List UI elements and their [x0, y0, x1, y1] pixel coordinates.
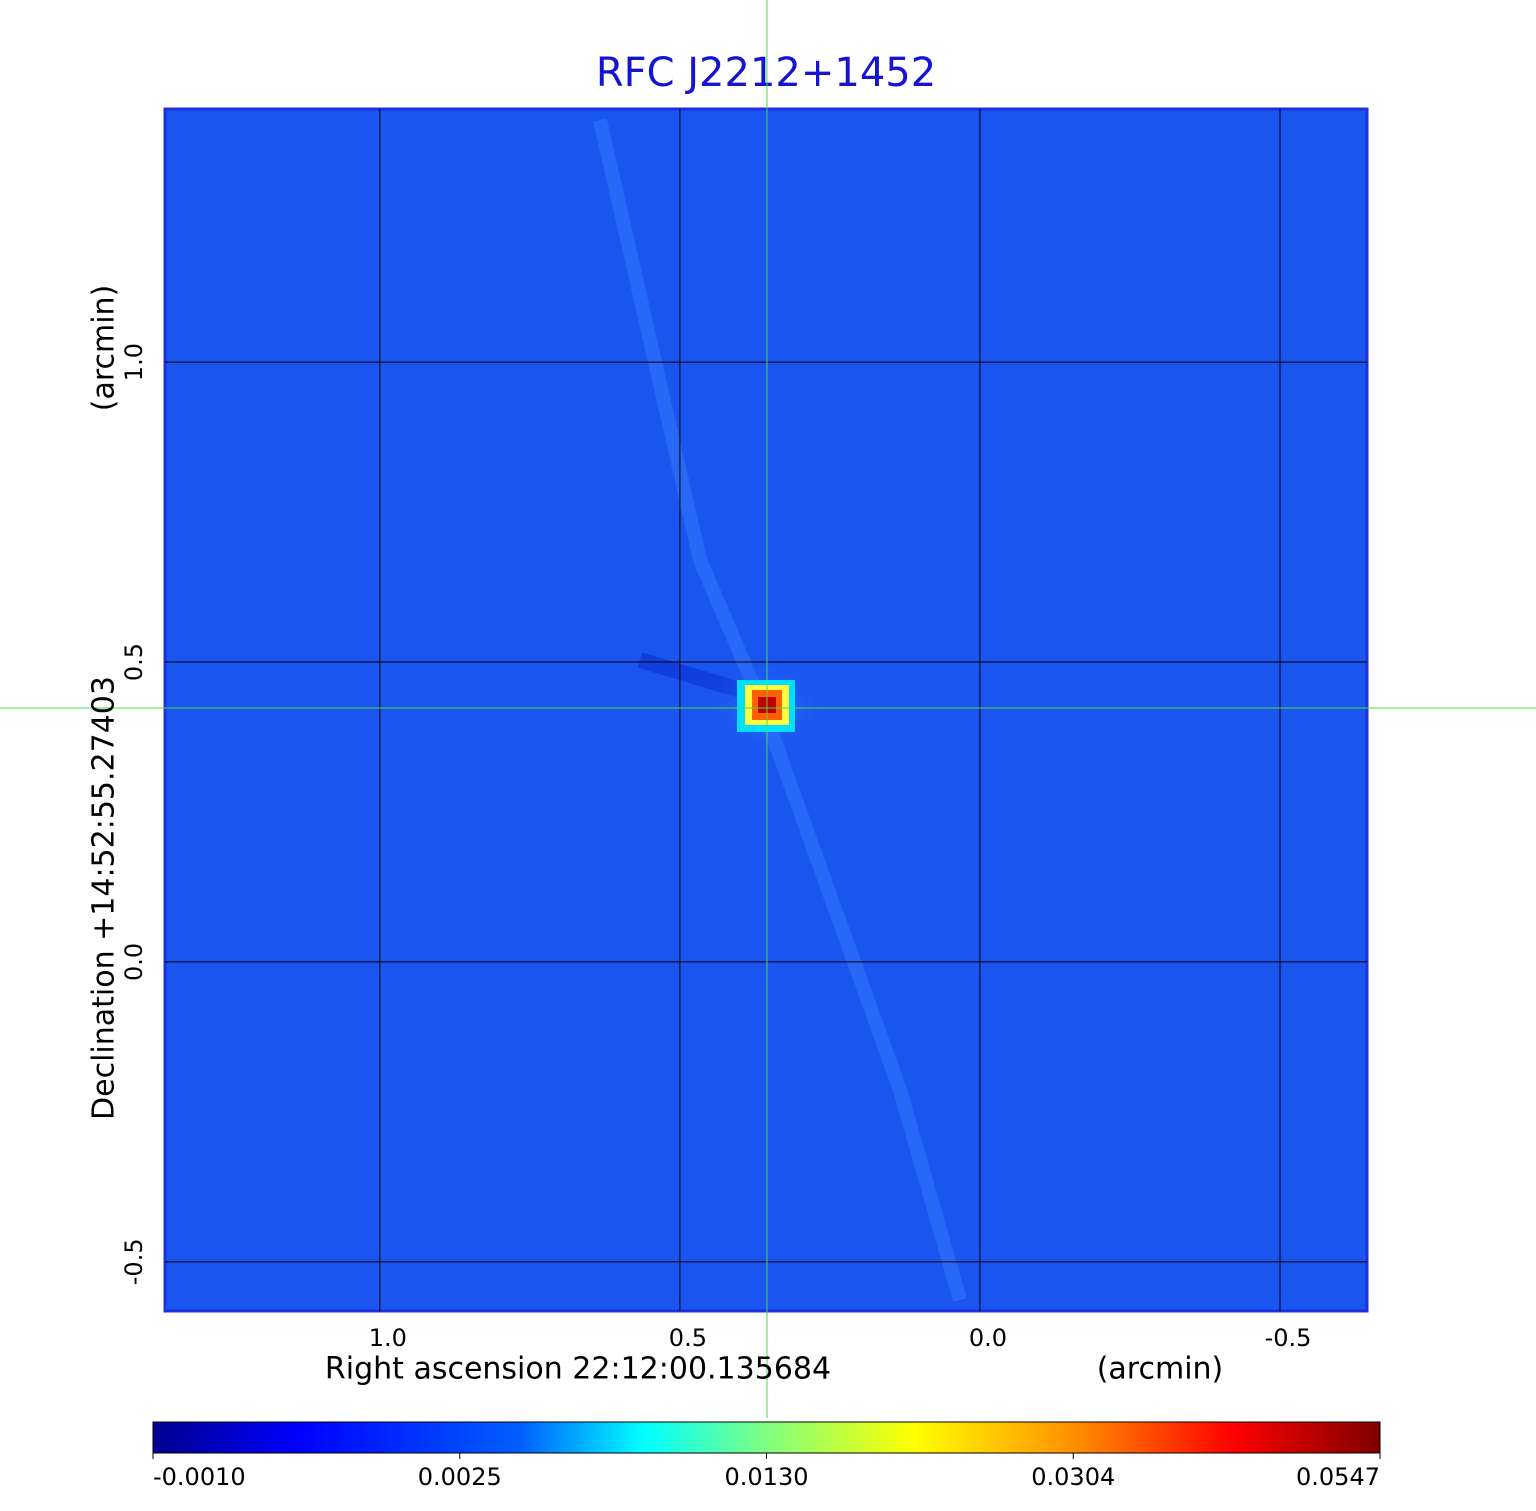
colorbar-tick-label: 0.0025: [418, 1463, 502, 1491]
y-axis-unit: (arcmin): [87, 285, 122, 412]
image-plot: [163, 107, 1369, 1313]
colorbar-tick-label: 0.0304: [1031, 1463, 1115, 1491]
colorbar-tick-label: -0.0010: [153, 1463, 246, 1491]
x-tick-label: 1.0: [369, 1324, 407, 1352]
x-tick-label: 0.5: [669, 1324, 707, 1352]
chart-title: RFC J2212+1452: [596, 50, 936, 96]
y-tick-label: 1.0: [120, 343, 148, 381]
x-axis-unit: (arcmin): [1097, 1352, 1224, 1387]
x-tick-label: 0.0: [969, 1324, 1007, 1352]
grid: [165, 109, 1367, 1311]
y-tick-label: 0.5: [120, 643, 148, 681]
x-axis-label: Right ascension 22:12:00.135684: [325, 1352, 831, 1387]
colorbar-tick-label: 0.0547: [1296, 1463, 1380, 1491]
x-tick-label: -0.5: [1265, 1324, 1312, 1352]
y-axis-label: Declination +14:52:55.27403: [87, 676, 122, 1120]
y-tick-label: 0.0: [120, 943, 148, 981]
y-tick-label: -0.5: [120, 1238, 148, 1285]
colorbar: [152, 1421, 1381, 1454]
colorbar-tick-label: 0.0130: [725, 1463, 809, 1491]
